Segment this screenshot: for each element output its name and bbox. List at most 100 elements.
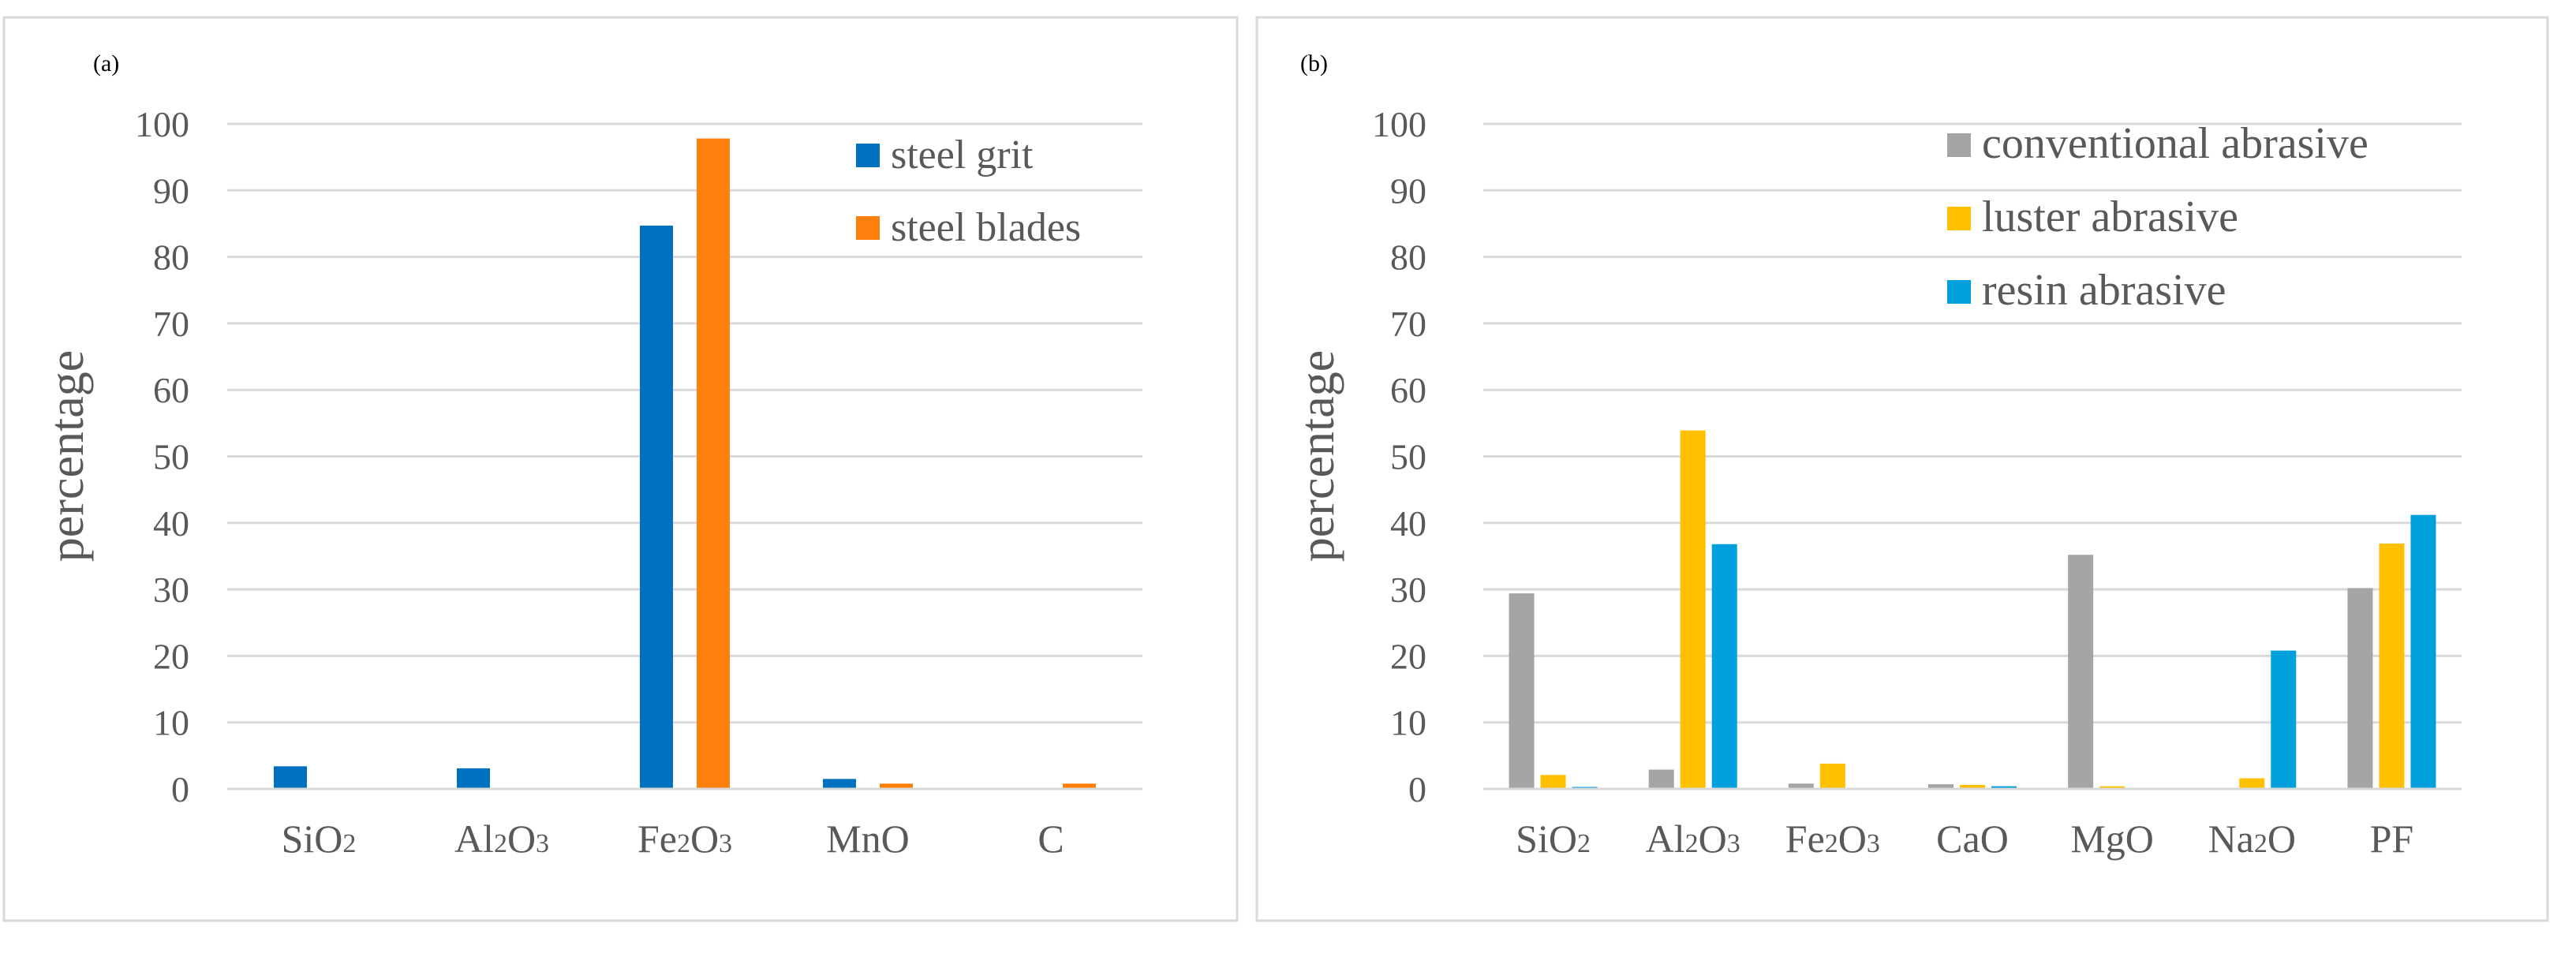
y-axis-label: percentage	[1291, 350, 1344, 562]
subscript: 3	[1867, 829, 1880, 858]
bar-resin-abrasive	[2410, 514, 2436, 789]
subscript: 2	[1825, 829, 1838, 858]
legend-swatch	[1947, 280, 1971, 304]
legend-swatch	[1947, 133, 1971, 157]
panel-label: (b)	[1300, 50, 1328, 77]
label-part: SiO	[1516, 817, 1577, 861]
bar-steel-grit	[823, 779, 856, 789]
bar-luster-abrasive	[1819, 763, 1845, 789]
label-part: SiO	[282, 817, 343, 861]
x-tick-label: SiO2	[282, 817, 357, 861]
bar-conventional-abrasive	[1509, 593, 1535, 789]
y-tick-label: 10	[1390, 703, 1426, 743]
chart-frame	[2, 16, 1239, 922]
bar-steel-grit	[640, 225, 673, 789]
y-tick-label: 40	[1390, 503, 1426, 544]
label-part: CaO	[1936, 817, 2009, 861]
label-part: MgO	[2070, 817, 2154, 861]
bar-steel-blades	[880, 783, 913, 789]
bar-conventional-abrasive	[2068, 555, 2094, 789]
y-tick-label: 30	[1390, 570, 1426, 610]
x-tick-label: Al2O3	[1646, 817, 1740, 861]
bar-steel-blades	[697, 138, 730, 789]
y-tick-label: 100	[1372, 104, 1426, 144]
subscript: 2	[677, 829, 690, 858]
y-tick-label: 70	[1390, 304, 1426, 344]
x-tick-label: MnO	[826, 817, 910, 861]
y-tick-label: 90	[1390, 170, 1426, 211]
y-tick-label: 50	[153, 437, 189, 477]
legend: conventional abrasive luster abrasive resi…	[1947, 119, 2368, 315]
bar-luster-abrasive	[1960, 784, 1985, 789]
x-tick-label: SiO2	[1516, 817, 1591, 861]
subscript: 2	[1577, 829, 1591, 858]
label-part: O	[1699, 817, 1727, 861]
label-part: Na	[2208, 817, 2254, 861]
bar-luster-abrasive	[2239, 778, 2265, 789]
bar-steel-grit	[274, 766, 307, 789]
x-tick-label: Fe2O3	[637, 817, 732, 861]
y-tick-label: 60	[153, 370, 189, 410]
label-part: Al	[1646, 817, 1685, 861]
legend-label: steel grit	[891, 133, 1034, 178]
chart-frame	[1255, 16, 2549, 922]
subscript: 3	[719, 829, 732, 858]
legend-swatch	[1947, 207, 1971, 230]
y-tick-label: 20	[153, 636, 189, 676]
bar-conventional-abrasive	[1788, 783, 1814, 789]
y-tick-label: 50	[1390, 437, 1426, 477]
y-tick-label: 90	[153, 170, 189, 211]
label-part: MnO	[826, 817, 910, 861]
legend-swatch	[856, 216, 880, 240]
x-tick-label: Al2O3	[454, 817, 549, 861]
y-tick-label: 0	[1408, 769, 1426, 809]
bar-luster-abrasive	[1680, 430, 1706, 789]
x-tick-label: Na2O	[2208, 817, 2296, 861]
label-part: O	[2268, 817, 2296, 861]
y-tick-label: 60	[1390, 370, 1426, 410]
label-part: O	[1838, 817, 1867, 861]
bar-conventional-abrasive	[1928, 784, 1953, 789]
legend: steel grit steel blades	[856, 133, 1081, 250]
x-tick-label: Fe2O3	[1785, 817, 1880, 861]
label-part: Fe	[1785, 817, 1825, 861]
subscript: 3	[536, 829, 549, 858]
y-tick-label: 70	[153, 304, 189, 344]
subscript: 2	[1685, 829, 1699, 858]
y-tick-label: 20	[1390, 636, 1426, 676]
x-tick-label: MgO	[2070, 817, 2154, 861]
x-tick-label: CaO	[1936, 817, 2009, 861]
x-tick-label: C	[1038, 817, 1064, 861]
x-tick-label: PF	[2370, 817, 2414, 861]
panel-label: (a)	[93, 50, 119, 77]
label-part: PF	[2370, 817, 2414, 861]
bar-resin-abrasive	[2271, 650, 2297, 789]
legend-label: steel blades	[891, 205, 1081, 250]
y-tick-label: 80	[153, 237, 189, 278]
subscript: 3	[1727, 829, 1740, 858]
label-part: Fe	[637, 817, 677, 861]
y-tick-label: 40	[153, 503, 189, 544]
bar-luster-abrasive	[2379, 543, 2405, 789]
bar-conventional-abrasive	[2347, 588, 2373, 789]
subscript: 2	[494, 829, 507, 858]
bar-conventional-abrasive	[1648, 769, 1674, 789]
bar-luster-abrasive	[2099, 786, 2125, 789]
label-part: O	[507, 817, 536, 861]
subscript: 2	[2254, 829, 2268, 858]
bar-steel-blades	[1063, 783, 1096, 789]
y-tick-label: 30	[153, 570, 189, 610]
y-tick-label: 80	[1390, 237, 1426, 278]
y-tick-label: 10	[153, 703, 189, 743]
y-tick-label: 100	[135, 104, 189, 144]
bar-luster-abrasive	[1540, 775, 1566, 789]
bar-resin-abrasive	[1991, 786, 2017, 789]
legend-label: luster abrasive	[1982, 192, 2238, 241]
bar-steel-grit	[457, 768, 490, 789]
label-part: C	[1038, 817, 1064, 861]
legend-label: resin abrasive	[1982, 266, 2226, 315]
y-axis-label: percentage	[40, 350, 94, 562]
